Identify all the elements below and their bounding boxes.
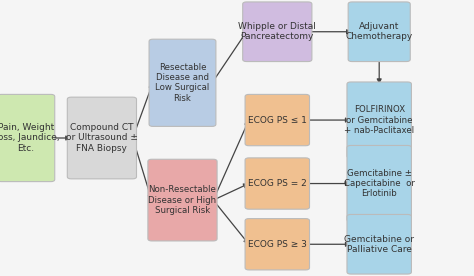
Text: Gemcitabine ±
Capecitabine  or
Erlotinib: Gemcitabine ± Capecitabine or Erlotinib: [344, 169, 415, 198]
FancyBboxPatch shape: [348, 2, 410, 62]
Text: Adjuvant
Chemotherapy: Adjuvant Chemotherapy: [346, 22, 413, 41]
FancyBboxPatch shape: [243, 2, 312, 62]
FancyBboxPatch shape: [67, 97, 137, 179]
FancyBboxPatch shape: [245, 219, 310, 270]
FancyBboxPatch shape: [347, 82, 411, 158]
Text: ECOG PS = 2: ECOG PS = 2: [248, 179, 307, 188]
Text: Gemcitabine or
Palliative Care: Gemcitabine or Palliative Care: [344, 235, 414, 254]
Text: Non-Resectable
Disease or High
Surgical Risk: Non-Resectable Disease or High Surgical …: [148, 185, 217, 215]
FancyBboxPatch shape: [245, 158, 310, 209]
Text: Whipple or Distal
Pancreatectomy: Whipple or Distal Pancreatectomy: [238, 22, 316, 41]
Text: Resectable
Disease and
Low Surgical
Risk: Resectable Disease and Low Surgical Risk: [155, 63, 210, 103]
Text: ECOG PS ≤ 1: ECOG PS ≤ 1: [248, 116, 307, 124]
FancyBboxPatch shape: [347, 145, 411, 222]
FancyBboxPatch shape: [0, 94, 55, 182]
Text: FOLFIRINOX
or Gemcitabine
+ nab-Paclitaxel: FOLFIRINOX or Gemcitabine + nab-Paclitax…: [344, 105, 414, 135]
FancyBboxPatch shape: [149, 39, 216, 126]
Text: Pain, Weight
Loss, Jaundice,
Etc.: Pain, Weight Loss, Jaundice, Etc.: [0, 123, 59, 153]
Text: ECOG PS ≥ 3: ECOG PS ≥ 3: [248, 240, 307, 249]
FancyBboxPatch shape: [347, 214, 411, 274]
FancyBboxPatch shape: [148, 159, 217, 241]
FancyBboxPatch shape: [245, 94, 310, 146]
Text: Compound CT
or Ultrasound ±
FNA Biopsy: Compound CT or Ultrasound ± FNA Biopsy: [66, 123, 138, 153]
